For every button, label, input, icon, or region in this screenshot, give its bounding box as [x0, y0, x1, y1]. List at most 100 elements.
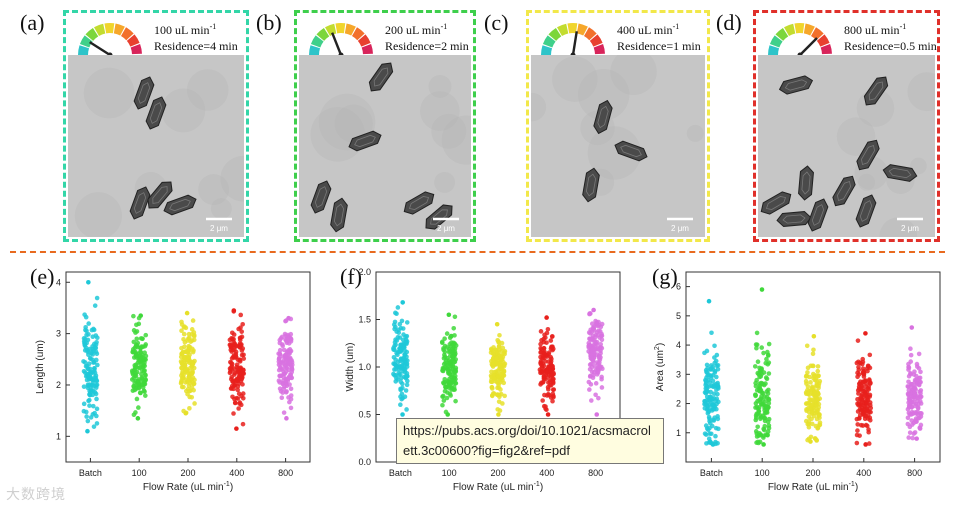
data-point	[187, 345, 193, 350]
data-point	[598, 341, 604, 347]
crystal-body	[863, 76, 889, 106]
data-point	[131, 412, 137, 418]
data-point	[184, 377, 190, 383]
x-axis-label-end: )	[855, 482, 858, 493]
y-axis-label: Length (um)	[35, 340, 46, 394]
data-point	[95, 335, 100, 341]
data-point	[918, 369, 923, 375]
tem-shadow	[552, 56, 598, 102]
data-point	[591, 351, 597, 357]
tem-shadow	[907, 72, 935, 112]
data-point	[855, 338, 861, 343]
data-point	[94, 351, 100, 357]
crystal	[882, 164, 918, 182]
gauge-segment	[811, 27, 824, 41]
data-point	[702, 350, 707, 356]
data-point	[753, 393, 758, 399]
data-point	[708, 375, 714, 381]
data-point	[136, 365, 142, 371]
crystal-core	[169, 198, 191, 212]
crystal-body	[593, 99, 613, 135]
data-point	[187, 388, 192, 394]
data-point	[232, 396, 237, 402]
data-point	[276, 356, 282, 362]
data-point	[914, 419, 919, 424]
data-point	[707, 425, 712, 431]
data-point	[181, 336, 186, 342]
residence-label: Residence=1 min	[617, 39, 701, 53]
data-point	[182, 324, 187, 329]
data-point	[392, 340, 398, 345]
series-200	[178, 310, 197, 416]
y-tick-label: 0.5	[358, 410, 371, 420]
data-point	[809, 410, 815, 415]
tem-image: 2 μm	[758, 55, 935, 237]
data-point	[762, 423, 768, 429]
data-point	[85, 428, 90, 434]
data-point	[864, 423, 870, 429]
data-point	[766, 341, 772, 347]
gauge-segment	[593, 44, 605, 55]
data-point	[762, 394, 767, 399]
data-point	[547, 379, 553, 384]
data-point	[186, 348, 192, 354]
data-point	[444, 345, 450, 350]
data-point	[863, 390, 868, 396]
data-point	[591, 307, 596, 313]
data-point	[599, 333, 605, 339]
data-point	[187, 406, 192, 411]
data-point	[287, 348, 293, 354]
x-tick-label: 100	[755, 468, 770, 478]
crystal	[145, 96, 167, 130]
data-point	[906, 367, 911, 372]
series-Batch	[81, 279, 100, 434]
data-point	[179, 360, 184, 366]
data-point	[394, 363, 399, 369]
data-point	[132, 373, 138, 378]
data-point	[597, 353, 602, 359]
data-point	[227, 337, 233, 343]
data-point	[587, 387, 592, 392]
panel-letter-c: (c)	[484, 10, 509, 35]
x-tick-label: 400	[229, 468, 244, 478]
data-point	[491, 345, 496, 350]
crystal-core	[137, 82, 151, 104]
data-point	[909, 325, 915, 330]
data-point	[185, 338, 190, 343]
data-point	[545, 375, 551, 380]
url-tooltip[interactable]: https://pubs.acs.org/doi/10.1021/acsmacr…	[396, 418, 664, 464]
tem-image-canvas: 2 μm	[68, 55, 244, 237]
section-divider	[10, 251, 945, 253]
data-point	[240, 421, 246, 427]
data-point	[918, 388, 924, 393]
data-point	[758, 416, 763, 422]
tem-shadow	[531, 92, 547, 122]
data-point	[142, 363, 147, 369]
crystal	[778, 75, 814, 95]
gauge-segment	[816, 34, 830, 47]
data-point	[453, 398, 458, 404]
data-point	[190, 318, 196, 323]
panel-letter-a: (a)	[20, 10, 45, 35]
data-point	[757, 439, 763, 445]
data-point	[92, 375, 97, 380]
x-tick-label: 400	[539, 468, 554, 478]
data-point	[764, 356, 769, 362]
data-point	[277, 386, 283, 391]
data-point	[549, 373, 555, 378]
data-point	[239, 329, 245, 334]
data-point	[501, 380, 507, 386]
crystal-core	[868, 81, 884, 101]
data-point	[277, 373, 283, 379]
gauge-segment	[335, 23, 346, 34]
data-point	[494, 321, 500, 327]
data-point	[862, 416, 868, 422]
data-point	[179, 328, 184, 334]
data-point	[492, 376, 497, 382]
crystal-body	[425, 204, 453, 230]
data-point	[496, 412, 501, 417]
flow-condition: 400 uL min-1 Residence=1 min	[617, 19, 701, 54]
crystal-core	[133, 192, 147, 214]
x-axis-label-sup: -1	[849, 481, 855, 488]
crystal-core	[888, 167, 912, 179]
